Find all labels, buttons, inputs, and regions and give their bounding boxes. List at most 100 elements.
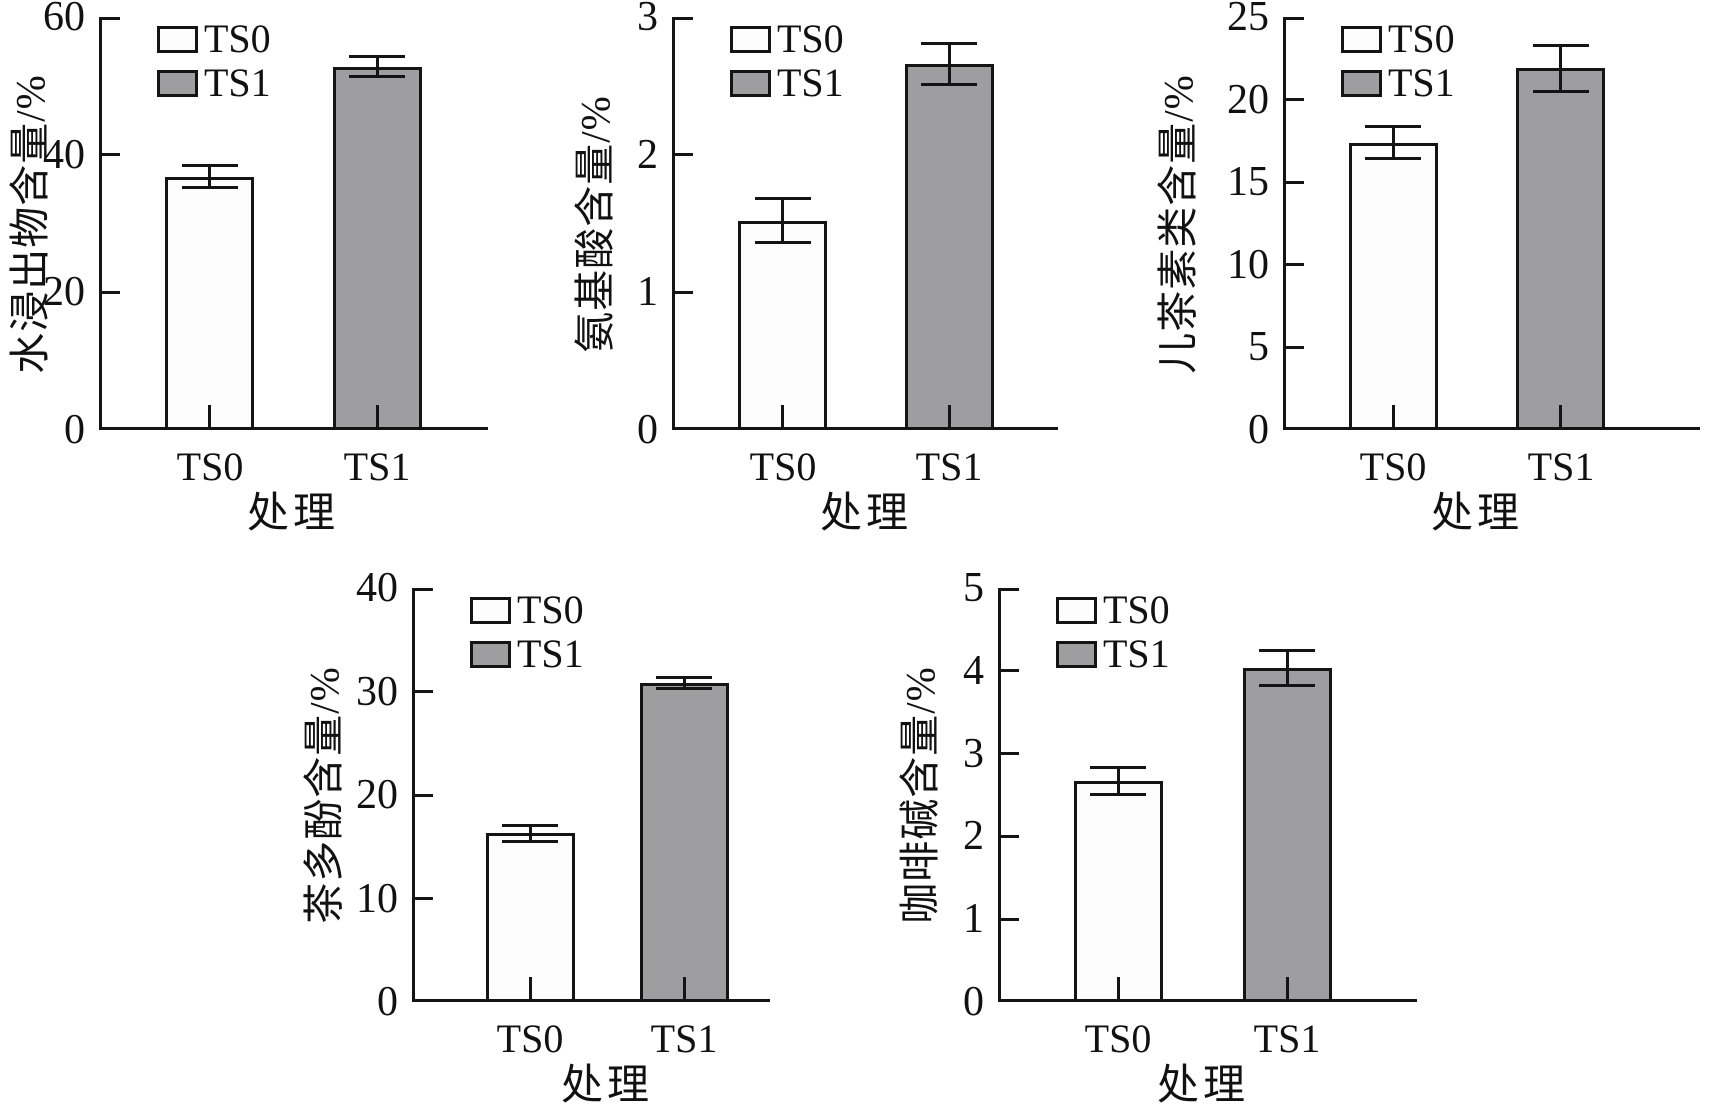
error-cap-top xyxy=(1365,125,1421,128)
y-tick-label: 1 xyxy=(963,896,984,942)
y-tick xyxy=(1001,918,1019,921)
y-tick-label: 40 xyxy=(43,132,85,178)
error-bar-ts1 xyxy=(376,56,379,77)
y-axis-label: 儿茶素类含量/% xyxy=(1155,74,1201,374)
x-axis-line xyxy=(99,427,488,430)
x-tick xyxy=(376,405,379,427)
y-axis-label: 咖啡碱含量/% xyxy=(897,666,943,924)
y-tick xyxy=(415,794,433,797)
y-tick-label: 20 xyxy=(1227,77,1269,123)
y-tick-label: 0 xyxy=(377,979,398,1025)
error-cap-top xyxy=(502,824,558,827)
x-axis-title: 处理 xyxy=(560,1063,653,1105)
legend-entry-ts0: TS0 xyxy=(1341,18,1455,60)
y-tick-label: 1 xyxy=(637,269,658,315)
legend-label-ts0: TS0 xyxy=(517,587,584,632)
error-cap-bottom xyxy=(1090,793,1146,796)
y-tick xyxy=(1001,835,1019,838)
y-tick xyxy=(415,897,433,900)
y-tick-label: 40 xyxy=(356,565,398,611)
legend-label-ts1: TS1 xyxy=(517,631,584,676)
bar-ts1 xyxy=(640,683,729,1002)
x-tick-label-ts1: TS1 xyxy=(650,1016,718,1061)
error-cap-top xyxy=(1533,44,1589,47)
y-axis-label: 茶多酚含量/% xyxy=(301,666,347,924)
y-tick-label: 0 xyxy=(963,979,984,1025)
y-tick xyxy=(675,291,693,294)
y-tick xyxy=(675,153,693,156)
legend: TS0 TS1 xyxy=(730,16,900,104)
legend-swatch-ts1 xyxy=(730,69,771,97)
legend-swatch-ts1 xyxy=(470,640,511,668)
error-bar-ts1 xyxy=(1286,651,1289,686)
y-tick xyxy=(415,588,433,591)
error-cap-top xyxy=(182,164,238,167)
legend-label-ts1: TS1 xyxy=(1103,631,1170,676)
y-tick-label: 5 xyxy=(963,565,984,611)
x-tick-label-ts0: TS0 xyxy=(176,444,244,489)
error-cap-bottom xyxy=(1365,157,1421,160)
y-axis-label: 氨基酸含量/% xyxy=(572,95,618,353)
legend-entry-ts1: TS1 xyxy=(1056,633,1170,675)
legend-entry-ts0: TS0 xyxy=(470,589,584,631)
legend-swatch-ts0 xyxy=(470,596,511,624)
error-cap-bottom xyxy=(755,241,811,244)
legend-entry-ts1: TS1 xyxy=(470,633,584,675)
error-cap-bottom xyxy=(921,83,977,86)
bar-ts1 xyxy=(1243,668,1332,1002)
error-cap-bottom xyxy=(182,186,238,189)
legend-entry-ts0: TS0 xyxy=(1056,589,1170,631)
legend-entry-ts1: TS1 xyxy=(730,62,844,104)
error-bar-ts0 xyxy=(781,199,784,243)
error-bar-ts0 xyxy=(208,166,211,188)
legend-swatch-ts1 xyxy=(1341,69,1382,97)
legend: TS0 TS1 xyxy=(1341,18,1511,104)
x-tick-label-ts1: TS1 xyxy=(1253,1016,1321,1061)
y-tick xyxy=(415,690,433,693)
y-tick-label: 20 xyxy=(356,772,398,818)
error-cap-top xyxy=(1259,649,1315,652)
x-axis-line xyxy=(412,999,770,1002)
chart-catechins: 0 5 10 15 20 25 TS0 TS1 TS0 TS1 处理 儿茶素类含量/% xyxy=(1155,0,1700,536)
y-tick-label: 0 xyxy=(637,407,658,453)
plot-area-caffeine: 0 1 2 3 4 5 TS0 TS1 xyxy=(963,566,1417,1024)
legend-label-ts0: TS0 xyxy=(204,16,271,61)
x-tick xyxy=(1286,977,1289,999)
error-bar-ts1 xyxy=(1559,45,1562,91)
bar-ts0 xyxy=(1349,143,1438,430)
error-cap-top xyxy=(755,197,811,200)
x-tick-label-ts0: TS0 xyxy=(1084,1016,1152,1061)
legend-swatch-ts1 xyxy=(1056,640,1097,668)
y-tick xyxy=(102,17,120,20)
x-tick-label-ts0: TS0 xyxy=(496,1016,564,1061)
y-tick-label: 10 xyxy=(1227,242,1269,288)
legend-label-ts1: TS1 xyxy=(777,60,844,105)
bar-ts0 xyxy=(738,221,827,430)
x-axis-line xyxy=(1283,427,1700,430)
legend-swatch-ts1 xyxy=(157,69,198,97)
legend-label-ts0: TS0 xyxy=(777,16,844,61)
x-axis-title: 处理 xyxy=(1156,1063,1249,1105)
y-tick-label: 3 xyxy=(637,0,658,40)
x-tick xyxy=(683,977,686,999)
legend-swatch-ts0 xyxy=(730,25,771,53)
error-cap-bottom xyxy=(656,687,712,690)
legend-label-ts1: TS1 xyxy=(204,60,271,105)
y-tick-label: 3 xyxy=(963,731,984,777)
x-tick xyxy=(1392,405,1395,427)
chart-caffeine: 0 1 2 3 4 5 TS0 TS1 TS0 TS1 处理 咖啡碱含量/% xyxy=(897,566,1417,1105)
plot-area-amino-acid: 0 1 2 3 TS0 TS1 xyxy=(637,0,1058,452)
y-axis-line xyxy=(1283,17,1286,430)
plot-area-tea-polyphenols: 0 10 20 30 40 TS0 TS1 xyxy=(356,566,770,1024)
error-bar-ts1 xyxy=(948,43,951,84)
y-axis-line xyxy=(99,17,102,430)
y-tick xyxy=(1286,17,1304,20)
legend-label-ts1: TS1 xyxy=(1388,60,1455,105)
y-tick xyxy=(1286,263,1304,266)
y-tick xyxy=(1001,669,1019,672)
plot-area-water-extract: 0 20 40 60 TS0 TS1 xyxy=(43,0,488,452)
legend-swatch-ts0 xyxy=(1056,596,1097,624)
y-tick-label: 0 xyxy=(64,407,85,453)
y-tick-label: 30 xyxy=(356,669,398,715)
